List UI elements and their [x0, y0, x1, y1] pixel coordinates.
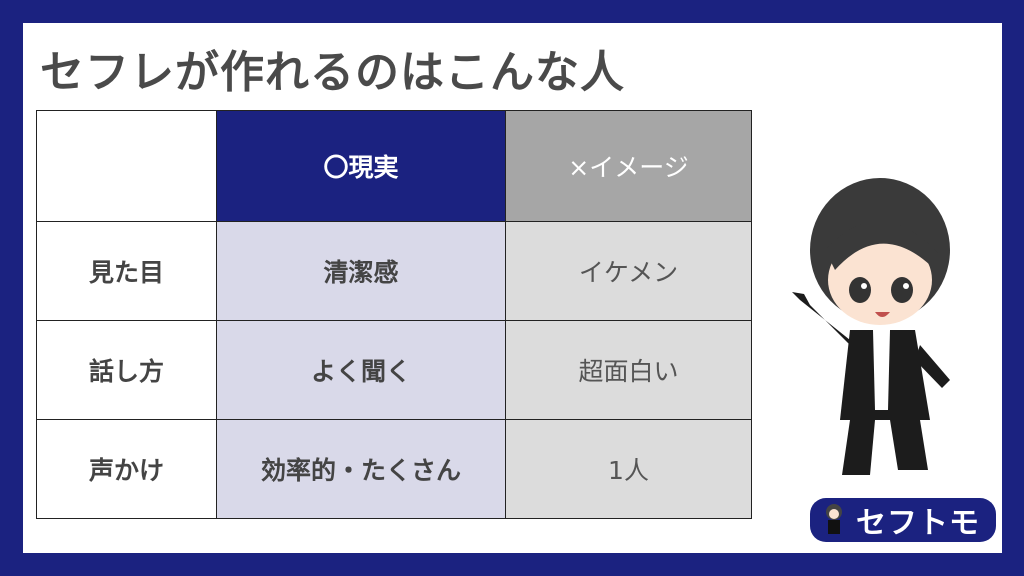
row-label: 声かけ — [36, 419, 217, 519]
page-title: セフレが作れるのはこんな人 — [40, 47, 625, 98]
header-reality: 〇現実 — [216, 110, 506, 222]
reality-cell: 効率的・たくさん — [216, 419, 506, 519]
logo-character-icon — [826, 504, 842, 534]
header-empty-cell — [36, 110, 217, 222]
image-cell: 超面白い — [505, 320, 752, 420]
brand-logo: セフトモ — [810, 498, 996, 542]
logo-text: セフトモ — [856, 506, 980, 541]
reality-cell: 清潔感 — [216, 221, 506, 321]
comparison-table: 〇現実 ×イメージ 見た目 清潔感 イケメン 話し方 よく聞く 超面白い 声かけ… — [36, 110, 752, 519]
character-pointing-arm — [792, 292, 855, 350]
table-row: 声かけ 効率的・たくさん 1人 — [36, 419, 752, 519]
character-eye-right — [891, 277, 913, 303]
table-row: 話し方 よく聞く 超面白い — [36, 320, 752, 420]
table-header-row: 〇現実 ×イメージ — [36, 110, 752, 222]
header-image: ×イメージ — [505, 110, 752, 222]
character-illustration — [792, 178, 950, 475]
reality-cell: よく聞く — [216, 320, 506, 420]
row-label: 話し方 — [36, 320, 217, 420]
image-cell: 1人 — [505, 419, 752, 519]
image-cell: イケメン — [505, 221, 752, 321]
row-label: 見た目 — [36, 221, 217, 321]
character-face — [828, 235, 932, 325]
character-eye-left — [849, 277, 871, 303]
table-row: 見た目 清潔感 イケメン — [36, 221, 752, 321]
